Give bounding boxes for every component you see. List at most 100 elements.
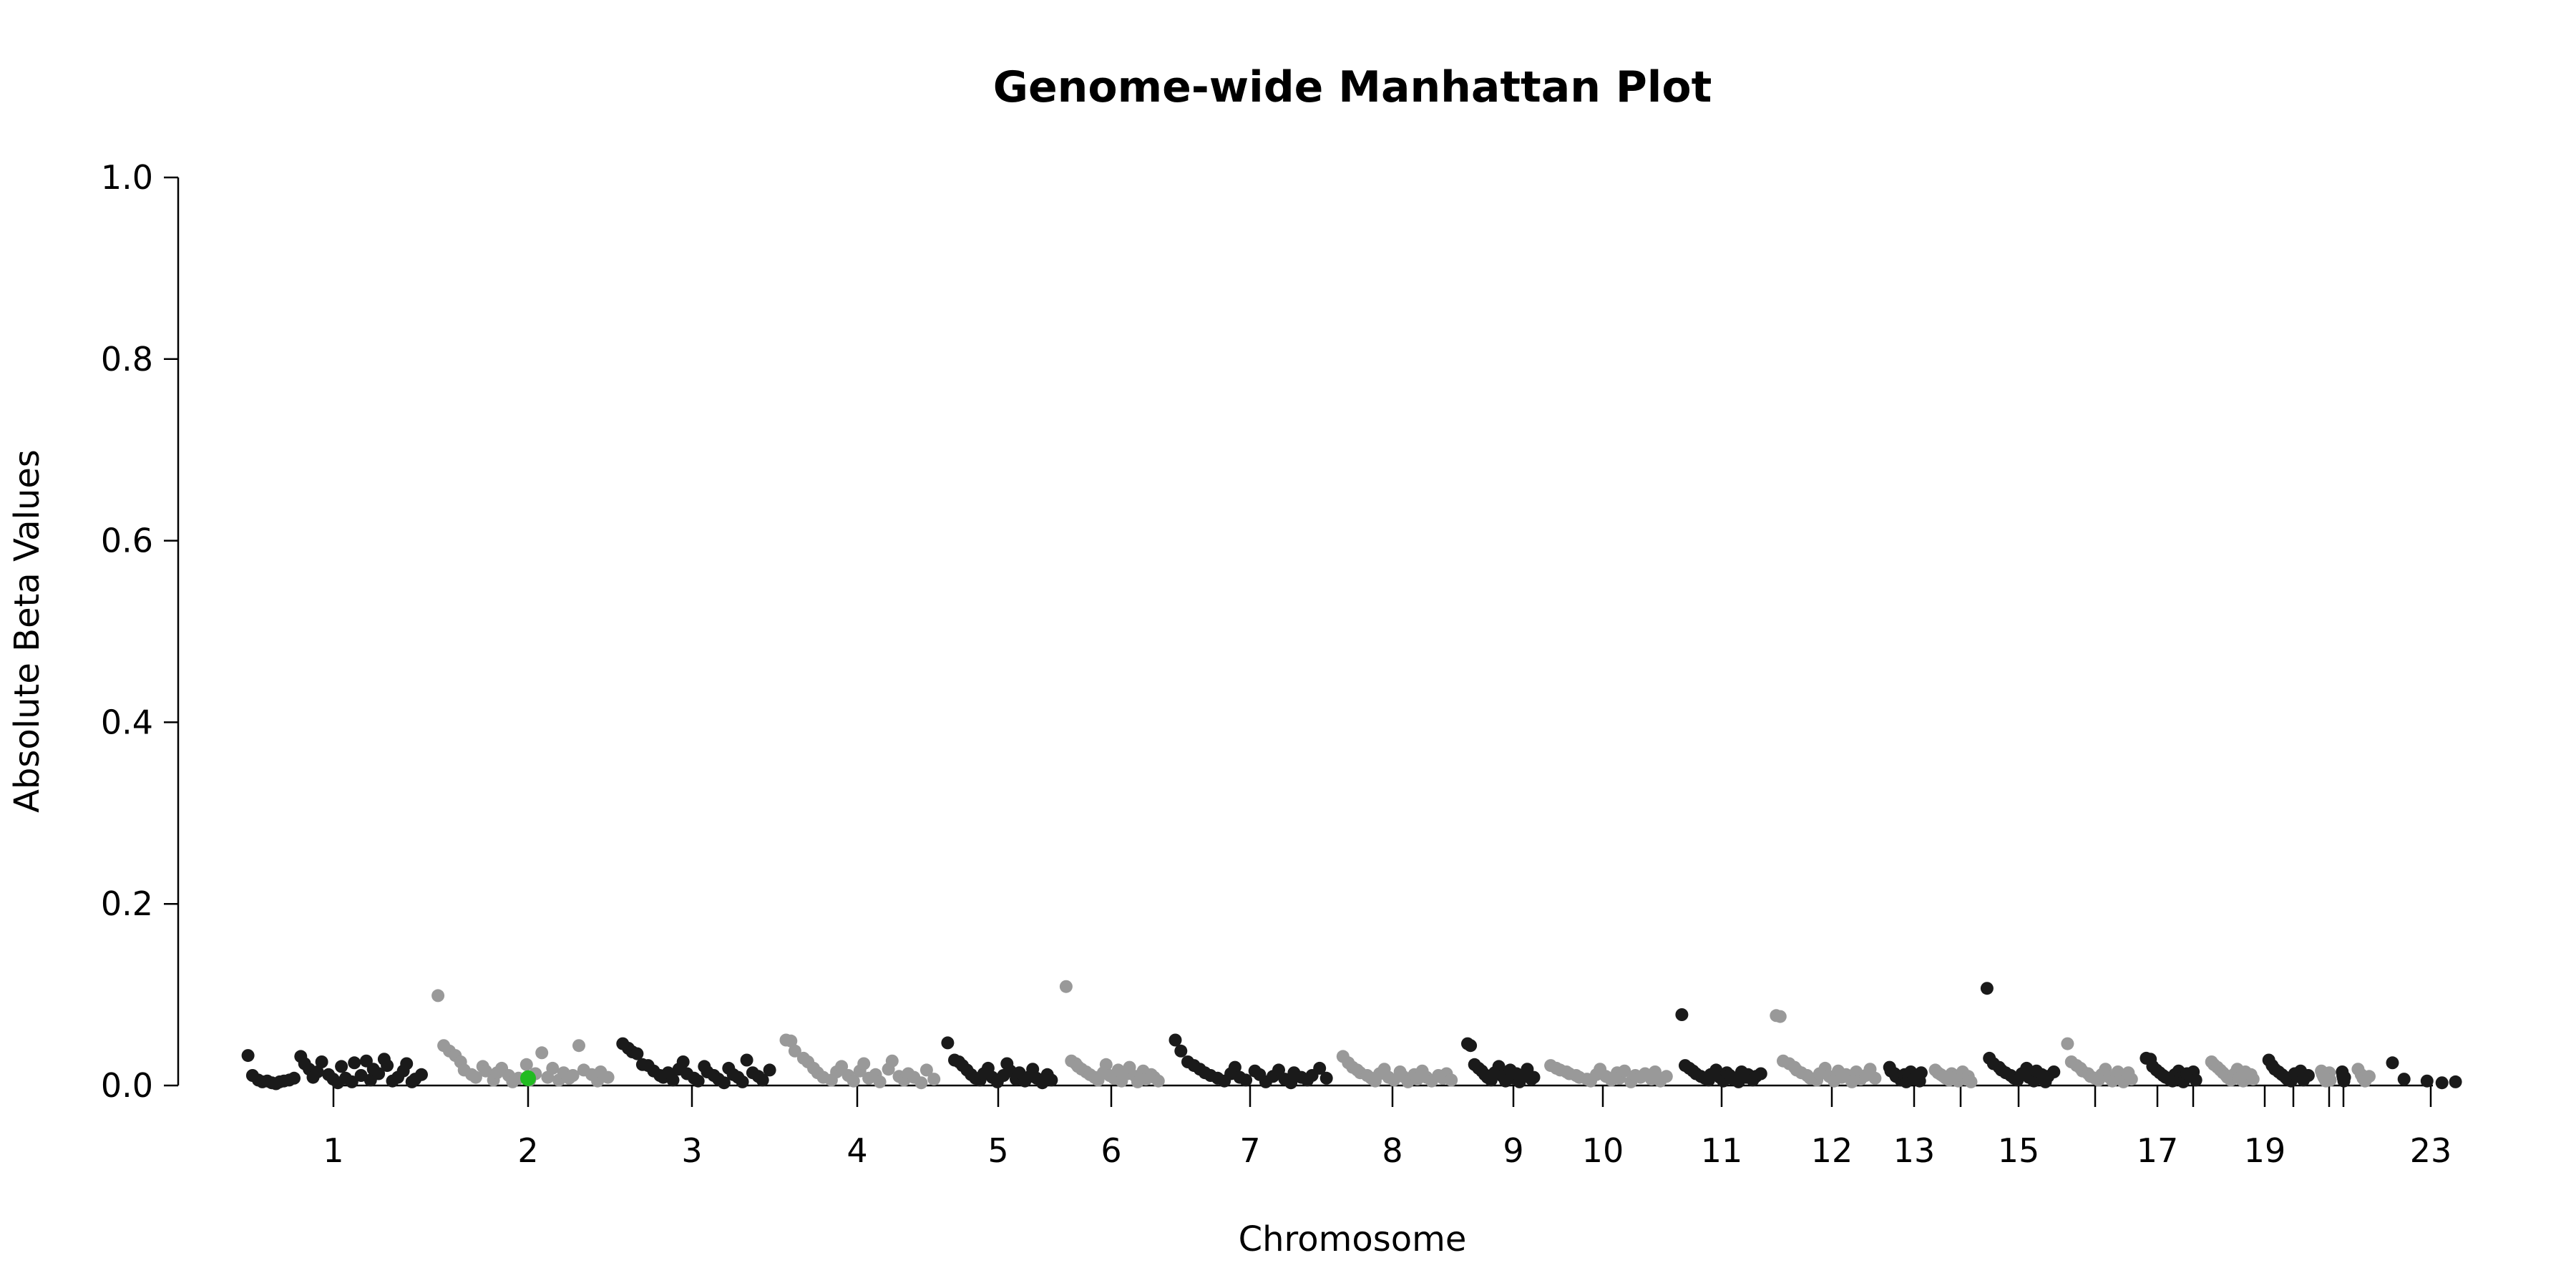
data-point — [736, 1075, 749, 1088]
x-tick-label: 7 — [1239, 1131, 1260, 1170]
data-point — [519, 1058, 533, 1071]
data-point — [847, 1074, 860, 1088]
y-tick-label: 0.8 — [101, 340, 153, 379]
y-axis-label: Absolute Beta Values — [7, 449, 47, 813]
data-points — [241, 980, 2462, 1091]
data-point — [873, 1075, 887, 1088]
x-tick-label: 23 — [2410, 1131, 2452, 1170]
data-point — [1445, 1073, 1458, 1087]
y-tick-label: 0.6 — [101, 522, 153, 560]
data-point — [1659, 1070, 1673, 1083]
data-point — [1151, 1074, 1165, 1088]
data-point — [1980, 982, 1994, 995]
data-point — [927, 1073, 941, 1086]
x-tick-label: 13 — [1893, 1131, 1936, 1170]
data-point — [2363, 1070, 2376, 1083]
x-tick-label: 5 — [987, 1131, 1008, 1170]
y-tick-label: 0.0 — [101, 1066, 153, 1105]
data-point — [1313, 1061, 1327, 1075]
data-point — [335, 1060, 348, 1073]
data-point — [885, 1054, 899, 1068]
data-point — [2397, 1073, 2411, 1086]
axes: 0.00.20.40.60.81.01 2 3 4 5 6 7 8 9 10 11 12 13 15 17 1… — [101, 158, 2451, 1170]
data-point — [756, 1073, 769, 1087]
data-point — [630, 1047, 644, 1060]
data-point — [2246, 1073, 2260, 1086]
data-point — [1272, 1063, 1285, 1077]
data-point — [400, 1057, 414, 1070]
x-tick-label: 10 — [1582, 1131, 1624, 1170]
data-point — [288, 1071, 301, 1085]
data-point — [1868, 1071, 1882, 1085]
data-point — [1169, 1033, 1182, 1047]
x-tick-label: 11 — [1701, 1131, 1743, 1170]
x-tick-label: 8 — [1382, 1131, 1402, 1170]
data-point — [740, 1053, 753, 1067]
data-point — [315, 1055, 328, 1068]
data-point — [1174, 1044, 1188, 1058]
data-point — [676, 1055, 690, 1068]
data-point — [1228, 1060, 1241, 1074]
data-point — [1239, 1073, 1253, 1087]
data-point — [241, 1049, 255, 1063]
data-point — [345, 1075, 358, 1088]
x-tick-label: 17 — [2137, 1131, 2179, 1170]
data-point — [1527, 1070, 1541, 1084]
data-point — [1284, 1076, 1298, 1090]
data-point — [2301, 1069, 2315, 1082]
chart-title: Genome-wide Manhattan Plot — [993, 62, 1712, 112]
data-point — [1099, 1058, 1113, 1071]
data-point — [1914, 1066, 1928, 1080]
data-point — [1319, 1071, 1333, 1085]
data-point — [1464, 1039, 1478, 1053]
data-point — [2386, 1056, 2399, 1070]
x-tick-label: 19 — [2244, 1131, 2286, 1170]
y-tick-label: 0.4 — [101, 703, 153, 741]
data-point — [479, 1064, 492, 1078]
data-point — [2338, 1070, 2351, 1084]
data-point — [2047, 1065, 2061, 1078]
data-point — [572, 1039, 585, 1053]
data-point — [1964, 1075, 1978, 1088]
x-tick-label: 15 — [1998, 1131, 2040, 1170]
data-point — [535, 1046, 549, 1060]
data-point — [788, 1044, 801, 1058]
x-tick-label: 3 — [681, 1131, 702, 1170]
data-point — [1123, 1060, 1136, 1074]
data-point — [666, 1073, 680, 1087]
data-point — [2061, 1037, 2074, 1050]
data-point — [311, 1065, 324, 1078]
y-tick-label: 0.2 — [101, 884, 153, 923]
data-point — [835, 1060, 849, 1073]
x-tick-label: 4 — [847, 1131, 867, 1170]
data-point — [691, 1074, 705, 1088]
data-point — [857, 1057, 871, 1070]
data-point — [415, 1068, 428, 1081]
data-point — [601, 1070, 615, 1084]
x-tick-label: 12 — [1811, 1131, 1853, 1170]
data-point — [1754, 1067, 1767, 1080]
data-point — [431, 989, 445, 1002]
data-point — [381, 1059, 394, 1073]
data-point — [784, 1034, 798, 1048]
data-point — [2189, 1073, 2202, 1087]
data-point — [2323, 1073, 2337, 1087]
x-axis-label: Chromosome — [1239, 1219, 1467, 1259]
data-point — [914, 1076, 928, 1090]
data-point — [1492, 1060, 1506, 1073]
data-point — [348, 1056, 361, 1070]
data-point — [1045, 1073, 1058, 1087]
data-point — [372, 1067, 386, 1080]
data-point — [717, 1076, 731, 1090]
data-point — [763, 1063, 776, 1077]
data-point — [919, 1063, 933, 1077]
data-point — [2124, 1073, 2138, 1086]
data-point — [2449, 1075, 2462, 1088]
data-point — [469, 1070, 482, 1084]
data-point — [2435, 1076, 2449, 1090]
x-tick-label: 2 — [517, 1131, 538, 1170]
data-point — [2420, 1074, 2434, 1088]
data-point — [1773, 1010, 1787, 1023]
data-point — [1675, 1008, 1689, 1021]
highlighted-data-point — [520, 1070, 536, 1086]
